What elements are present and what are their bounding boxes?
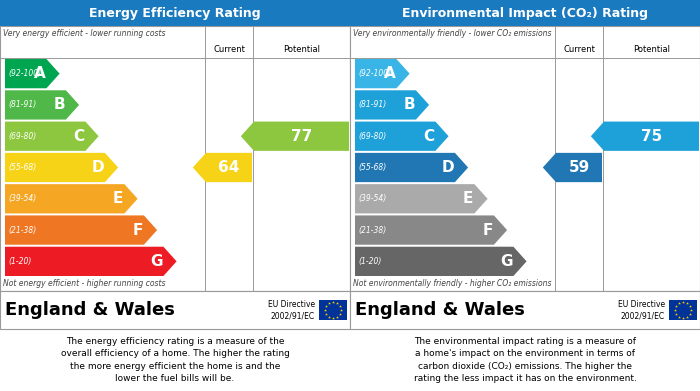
- Text: 64: 64: [218, 160, 239, 175]
- Polygon shape: [5, 184, 138, 213]
- Text: (21-38): (21-38): [8, 226, 36, 235]
- Text: C: C: [424, 129, 435, 144]
- Polygon shape: [591, 122, 699, 151]
- Text: Potential: Potential: [283, 45, 320, 54]
- Polygon shape: [5, 153, 118, 182]
- Text: (55-68): (55-68): [358, 163, 386, 172]
- Text: E: E: [463, 191, 473, 206]
- Polygon shape: [5, 59, 60, 88]
- Text: England & Wales: England & Wales: [5, 301, 175, 319]
- Text: (39-54): (39-54): [358, 194, 386, 203]
- Text: Current: Current: [213, 45, 245, 54]
- Bar: [350, 291, 700, 329]
- Text: (81-91): (81-91): [8, 100, 36, 109]
- Polygon shape: [355, 247, 526, 276]
- Polygon shape: [193, 153, 252, 182]
- Polygon shape: [355, 59, 409, 88]
- Text: (21-38): (21-38): [358, 226, 386, 235]
- Text: (81-91): (81-91): [358, 100, 386, 109]
- Polygon shape: [5, 122, 99, 151]
- Polygon shape: [241, 122, 349, 151]
- Text: (55-68): (55-68): [8, 163, 36, 172]
- Bar: [669, 300, 697, 320]
- Text: (39-54): (39-54): [8, 194, 36, 203]
- Text: (92-100): (92-100): [358, 69, 391, 78]
- Text: (69-80): (69-80): [358, 132, 386, 141]
- Text: The energy efficiency rating is a measure of the
overall efficiency of a home. T: The energy efficiency rating is a measur…: [61, 337, 289, 383]
- Text: D: D: [441, 160, 454, 175]
- Text: B: B: [53, 97, 65, 113]
- Text: EU Directive
2002/91/EC: EU Directive 2002/91/EC: [268, 300, 315, 320]
- Text: EU Directive
2002/91/EC: EU Directive 2002/91/EC: [618, 300, 665, 320]
- Text: F: F: [132, 222, 143, 238]
- Text: A: A: [34, 66, 46, 81]
- Text: B: B: [403, 97, 415, 113]
- Bar: [350, 0, 700, 26]
- Text: A: A: [384, 66, 395, 81]
- Text: C: C: [74, 129, 85, 144]
- Polygon shape: [5, 247, 176, 276]
- Text: Potential: Potential: [633, 45, 670, 54]
- Text: G: G: [150, 254, 162, 269]
- Polygon shape: [542, 153, 602, 182]
- Text: D: D: [91, 160, 104, 175]
- Polygon shape: [355, 90, 429, 120]
- Polygon shape: [355, 184, 488, 213]
- Text: Not environmentally friendly - higher CO₂ emissions: Not environmentally friendly - higher CO…: [353, 280, 552, 289]
- Text: England & Wales: England & Wales: [355, 301, 525, 319]
- Text: The environmental impact rating is a measure of
a home's impact on the environme: The environmental impact rating is a mea…: [414, 337, 636, 383]
- Text: Environmental Impact (CO₂) Rating: Environmental Impact (CO₂) Rating: [402, 7, 648, 20]
- Polygon shape: [5, 90, 79, 120]
- Bar: [319, 300, 347, 320]
- Polygon shape: [5, 215, 157, 245]
- Text: Not energy efficient - higher running costs: Not energy efficient - higher running co…: [3, 280, 165, 289]
- Text: (1-20): (1-20): [358, 257, 382, 266]
- Text: Very environmentally friendly - lower CO₂ emissions: Very environmentally friendly - lower CO…: [353, 29, 552, 38]
- Bar: [0, 291, 350, 329]
- Polygon shape: [355, 122, 449, 151]
- Text: 59: 59: [568, 160, 589, 175]
- Text: (1-20): (1-20): [8, 257, 32, 266]
- Text: 75: 75: [641, 129, 662, 144]
- Polygon shape: [355, 153, 468, 182]
- Bar: [350, 26, 700, 291]
- Polygon shape: [355, 215, 507, 245]
- Text: F: F: [482, 222, 493, 238]
- Text: G: G: [500, 254, 512, 269]
- Bar: [0, 26, 350, 291]
- Bar: [0, 0, 350, 26]
- Text: Current: Current: [563, 45, 595, 54]
- Text: (92-100): (92-100): [8, 69, 41, 78]
- Text: Energy Efficiency Rating: Energy Efficiency Rating: [89, 7, 261, 20]
- Text: (69-80): (69-80): [8, 132, 36, 141]
- Text: Very energy efficient - lower running costs: Very energy efficient - lower running co…: [3, 29, 165, 38]
- Text: 77: 77: [291, 129, 312, 144]
- Text: E: E: [113, 191, 123, 206]
